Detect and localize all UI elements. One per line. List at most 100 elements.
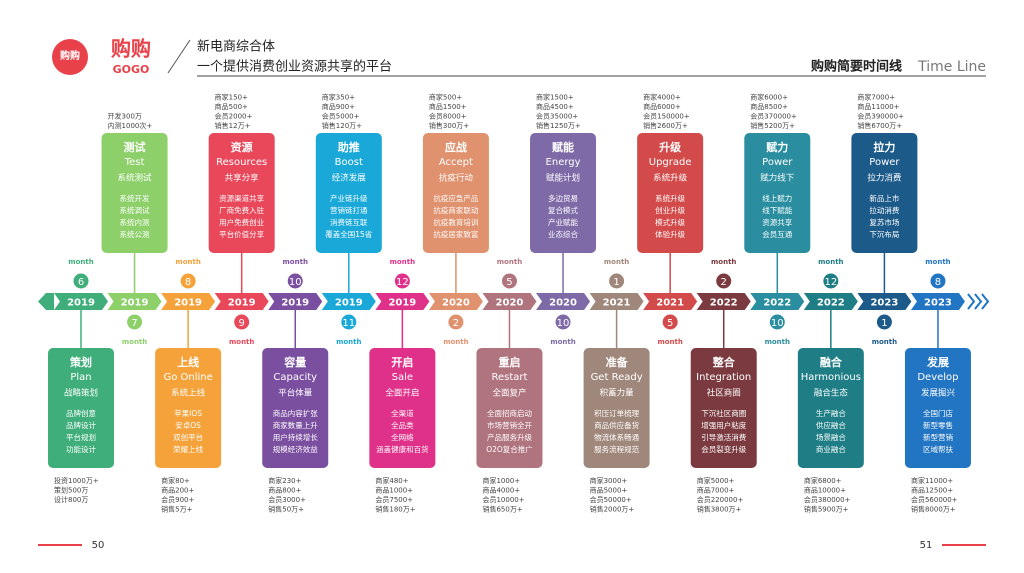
month-label: month [765,338,790,346]
year: 2019 [335,298,363,309]
card-item: 系统开发 [120,193,150,203]
month-number: 8 [935,277,941,288]
month-label: month [443,338,468,346]
timeline: 2019 6 month 策划 Plan 战略策划品牌创意品牌设计平台规划功能设计投资10… [38,93,990,514]
milestone-card [208,133,275,253]
stat: 商家1500+ [536,93,574,102]
card-item: 会员裂变升级 [701,444,746,454]
card-item: 体验升级 [655,229,685,239]
card-item: 物流体系畅通 [594,432,639,442]
timeline-segment [268,293,323,310]
tagline-2: 一个提供消费创业资源共享的平台 [197,59,392,75]
year: 2019 [67,298,95,309]
card-theme: 战略策划 [64,388,98,399]
card-item: 商家数量上升 [273,420,318,430]
card-item: 生产融合 [816,408,846,418]
stat: 商品7000+ [697,486,735,495]
stat: 会员5000+ [322,112,360,121]
stat: 销售5200万+ [750,121,795,130]
stat: 销售180万+ [375,505,415,514]
stat: 会员50000+ [590,495,632,504]
month-label: month [604,258,629,266]
card-item: 业态综合 [548,229,578,239]
stat: 商家7000+ [857,93,895,102]
stat: 商品4500+ [536,102,574,111]
year: 2019 [228,298,256,309]
month-number: 10 [289,277,302,288]
month-label: month [175,258,200,266]
stat: 销售5900万+ [804,505,849,514]
card-title: 测试 [124,140,146,154]
year: 2022 [710,298,738,309]
stat: 会员10000+ [482,495,524,504]
month-label: month [229,338,254,346]
stat: 会员3000+ [268,495,306,504]
card-title: 重启 [498,355,520,369]
card-title-en: Upgrade [649,157,692,168]
card-theme: 全面开启 [385,388,419,399]
card-theme: 系统上线 [171,388,206,399]
card-item: 引导激活消费 [701,432,746,442]
card-theme: 社区商圈 [707,388,741,399]
timeline-segment [482,293,537,310]
milestone-card [422,133,489,253]
stat: 会员560000+ [911,495,958,504]
year: 2020 [442,298,470,309]
stat: 商品800+ [268,486,301,495]
card-item: 系统公测 [120,229,150,239]
logo-badge-text: 购购 [60,49,80,62]
card-title: 融合 [820,355,843,369]
month-label: month [336,338,361,346]
card-title: 资源 [231,140,253,154]
card-theme: 系统测试 [118,173,153,184]
month-number: 12 [824,277,837,288]
month-badge [662,314,678,330]
milestone-card [744,133,811,253]
month-badge [555,314,571,330]
milestone-card [101,133,168,253]
milestone-card [904,348,971,468]
stat: 销售6700万+ [857,121,902,130]
stat: 商品200+ [161,486,194,495]
month-label: month [657,338,682,346]
card-theme: 赋力线下 [760,173,795,184]
card-item: 下沉布局 [869,229,899,239]
card-title: 助推 [338,140,360,154]
card-item: 用户免费创业 [219,217,264,227]
year: 2019 [174,298,202,309]
stat: 商家480+ [375,476,408,485]
year: 2019 [121,298,149,309]
card-title-en: Harmonious [801,372,861,383]
card-title: 拉力 [873,140,895,154]
card-theme: 系统升级 [653,173,688,184]
milestone-card [369,348,436,468]
card-title-en: Go Online [163,372,212,383]
card-item: 线下赋能 [762,205,792,215]
stat: 商品1000+ [375,486,413,495]
year: 2019 [281,298,309,309]
card-title-en: Get Ready [591,372,643,383]
card-item: 产业赋能 [548,217,578,227]
stat: 商品5000+ [590,486,628,495]
card-title-en: Accept [439,157,473,168]
card-item: 资源渠道共享 [219,193,264,203]
card-title: 上线 [177,355,199,369]
month-number: 5 [506,277,512,288]
stat: 销售50万+ [268,505,304,514]
month-label: month [283,258,308,266]
year: 2019 [388,298,416,309]
month-number: 10 [557,318,570,329]
card-item: 线上赋力 [762,193,792,203]
stat: 商家3000+ [590,476,628,485]
card-item: 创业升级 [655,205,685,215]
stat: 商品4000+ [482,486,520,495]
stat: 商品6000+ [643,102,681,111]
timeline-end [974,293,983,310]
stat: 销售1250万+ [536,121,581,130]
card-item: 抗疫教育培训 [433,217,478,227]
stat: 销售120万+ [322,121,362,130]
month-badge [930,273,946,289]
year: 2022 [817,298,845,309]
timeline-cn: 购购简要时间线 [811,59,902,75]
year: 2023 [924,298,952,309]
